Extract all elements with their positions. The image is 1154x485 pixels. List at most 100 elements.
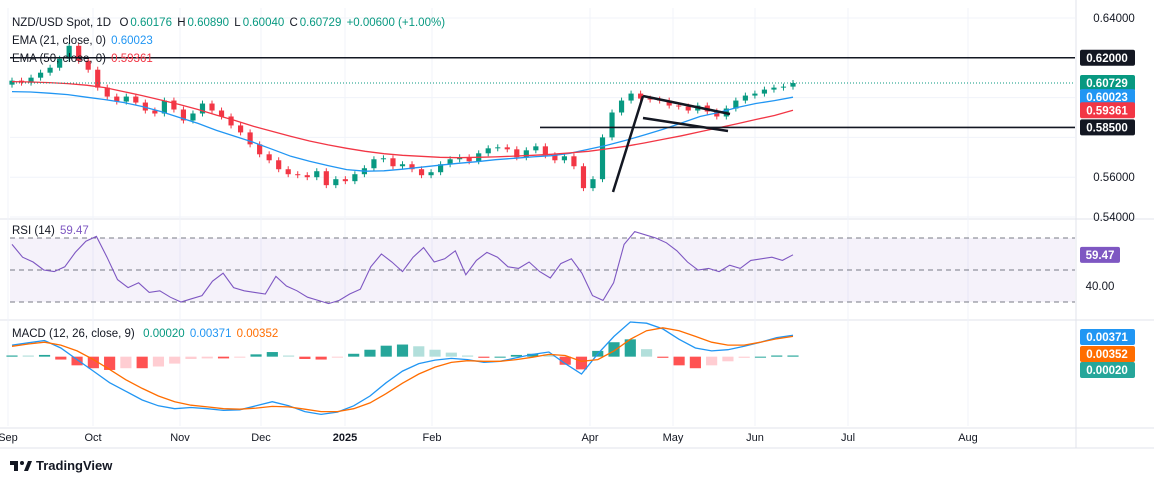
candle-body: [47, 67, 53, 73]
high-label: H: [177, 17, 186, 29]
candle-body: [323, 171, 329, 186]
candle-body: [209, 103, 215, 111]
candle-body: [599, 137, 606, 180]
support-level-label-box: [1080, 119, 1135, 136]
resistance-level-label-box: [1080, 49, 1135, 66]
candle-body: [9, 80, 15, 85]
macd-histogram-bar: [706, 356, 718, 366]
symbol-label: NZD/USD Spot, 1D: [12, 17, 112, 29]
macd-histogram-bar: [575, 356, 588, 370]
close-value: 0.60729: [299, 17, 342, 29]
candle-body: [133, 96, 139, 103]
high-value: 0.60890: [187, 17, 230, 29]
tradingview-brand[interactable]: TradingView: [10, 458, 112, 473]
candle-body: [85, 60, 91, 70]
macd-histogram-bar: [348, 353, 360, 357]
candle-body: [676, 105, 682, 107]
macd-histogram-bar: [462, 355, 474, 357]
ema21-value: 0.60023: [111, 35, 153, 47]
time-tick-label: Dec: [251, 432, 271, 444]
macd-histogram-bar: [510, 354, 522, 357]
candle-body: [742, 95, 748, 101]
macd-histogram-bar: [429, 349, 441, 357]
macd-value-label: 0.00371: [1086, 332, 1128, 344]
candle-body: [228, 116, 234, 126]
macd-histogram-bar: [38, 354, 51, 357]
ema50-label: EMA (50, close, 0): [12, 53, 106, 65]
macd-histogram-bar: [380, 345, 392, 357]
ema21-line: [11, 90, 794, 172]
candle-body: [733, 100, 739, 109]
ema50-value: 0.59361: [111, 53, 153, 65]
flag-trendline: [642, 116, 729, 133]
last-price-label: 0.60729: [1086, 78, 1128, 90]
candle-body: [276, 160, 282, 170]
candle-body: [352, 174, 358, 182]
macd-histogram-bar: [478, 356, 490, 358]
macd-histogram-bar: [413, 346, 425, 357]
candle-body: [218, 110, 225, 117]
macd-legend: MACD (12, 26, close, 9) 0.00020 0.00371 …: [12, 328, 280, 340]
candle-body: [628, 93, 634, 101]
candle-body: [752, 93, 758, 96]
candle-body: [37, 72, 44, 78]
rsi-panel: [10, 230, 1075, 305]
candle-body: [171, 100, 177, 110]
resistance-level-label: 0.62000: [1086, 53, 1128, 65]
candle-body: [285, 169, 291, 175]
signal-value-label: 0.00352: [1086, 349, 1128, 361]
macd-value-label-box: [1080, 329, 1135, 345]
macd-histogram-bar: [136, 356, 148, 369]
flag-trendline: [611, 95, 645, 193]
ema21-label: EMA (21, close, 0): [12, 35, 106, 47]
candle-body: [638, 93, 644, 99]
macd-histogram-bar: [299, 356, 311, 359]
time-tick-label: Jun: [746, 432, 764, 444]
candle-body: [580, 166, 587, 189]
macd-histogram-bar: [55, 356, 67, 360]
signal-value-label-box: [1080, 346, 1135, 362]
price-legend: NZD/USD Spot, 1D O 0.60176 H 0.60890 L 0.60…: [12, 17, 447, 29]
macd-signal-legend: 0.00352: [236, 328, 279, 340]
ema50-price-label: 0.59361: [1086, 105, 1128, 117]
candle-body: [161, 100, 167, 114]
candle-body: [685, 106, 691, 111]
candle-body: [76, 45, 82, 61]
macd-histogram-bar: [266, 352, 278, 357]
time-tick-label: Jul: [841, 432, 855, 444]
signal-line: [11, 327, 794, 413]
macd-histogram-bar: [624, 339, 636, 357]
candle-body: [495, 147, 501, 149]
candle-body: [771, 87, 777, 90]
time-tick-label: 2025: [333, 432, 357, 444]
candle-body: [714, 111, 720, 117]
candle-body: [304, 175, 310, 178]
change-value: +0.00600 (+1.00%): [346, 17, 446, 29]
price-tick-label: 0.54000: [1093, 212, 1135, 224]
open-label: O: [119, 17, 129, 29]
macd-histogram-bar: [315, 356, 327, 360]
macd-panel: [6, 321, 799, 416]
macd-hist-legend: 0.00020: [143, 328, 185, 340]
macd-histogram-bar: [331, 356, 343, 358]
candle-body: [418, 169, 425, 176]
ema21-price-label: 0.60023: [1086, 92, 1128, 104]
candle-body: [237, 125, 244, 133]
ema21-price-label-box: [1080, 89, 1135, 106]
macd-histogram-bar: [771, 355, 783, 357]
macd-histogram-bar: [494, 356, 506, 358]
candle-body: [104, 87, 110, 97]
macd-histogram-bar: [689, 356, 701, 369]
candle-body: [447, 159, 453, 165]
macd-histogram-bar: [673, 356, 685, 366]
candle-body: [247, 132, 253, 145]
price-tick-label: 0.64000: [1093, 13, 1135, 25]
macd-line-legend: 0.00371: [189, 328, 232, 340]
macd-histogram-bar: [754, 356, 767, 358]
candle-body: [342, 179, 348, 182]
candle-body: [590, 179, 596, 189]
ema50-line: [11, 80, 794, 159]
tradingview-logo-icon: [10, 460, 32, 471]
time-tick-label: May: [663, 432, 684, 444]
